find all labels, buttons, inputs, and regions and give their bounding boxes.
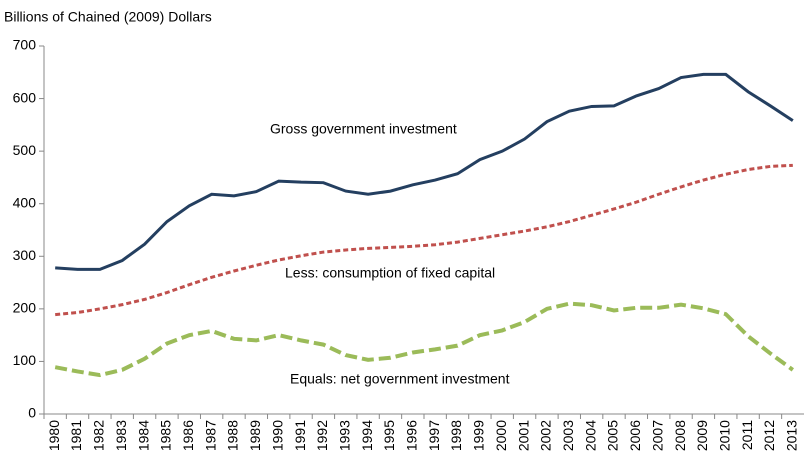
y-axis-label: Billions of Chained (2009) Dollars xyxy=(4,9,212,25)
series-line xyxy=(55,72,794,271)
x-tick-label: 1992 xyxy=(314,420,330,451)
x-tick-label: 1996 xyxy=(404,420,420,451)
series-label: Gross government investment xyxy=(270,121,457,137)
y-tick-label: 600 xyxy=(13,89,37,105)
x-tick-label: 2001 xyxy=(515,420,531,451)
x-tick-label: 1995 xyxy=(381,420,397,451)
x-tick-label: 1988 xyxy=(225,420,241,451)
x-tick-label: 2000 xyxy=(493,420,509,451)
x-tick-label: 1980 xyxy=(46,420,62,451)
x-tick-label: 2012 xyxy=(761,420,777,451)
y-tick-label: 700 xyxy=(13,37,37,53)
x-tick-label: 2002 xyxy=(538,420,554,451)
x-tick-label: 2010 xyxy=(716,420,732,451)
x-tick-label: 2004 xyxy=(582,420,598,451)
y-tick-label: 0 xyxy=(28,405,36,421)
x-tick-label: 1990 xyxy=(269,420,285,451)
x-tick-label: 1982 xyxy=(91,420,107,451)
x-tick-label: 1991 xyxy=(292,420,308,451)
y-tick-label: 100 xyxy=(13,352,37,368)
x-tick-label: 2009 xyxy=(694,420,710,451)
y-tick-label: 200 xyxy=(13,300,37,316)
x-tick-label: 1983 xyxy=(113,420,129,451)
y-tick-label: 500 xyxy=(13,142,37,158)
x-tick-label: 2005 xyxy=(605,420,621,451)
x-tick-label: 2006 xyxy=(627,420,643,451)
x-tick-label: 2007 xyxy=(649,420,665,451)
x-tick-label: 1999 xyxy=(471,420,487,451)
series-label: Less: consumption of fixed capital xyxy=(285,265,495,281)
x-tick-label: 1981 xyxy=(68,420,84,451)
x-tick-label: 1985 xyxy=(158,420,174,451)
y-tick-label: 400 xyxy=(13,194,37,210)
x-tick-label: 1984 xyxy=(135,420,151,451)
x-tick-label: 2003 xyxy=(560,420,576,451)
x-tick-label: 1998 xyxy=(448,420,464,451)
x-tick-label: 2008 xyxy=(672,420,688,451)
x-tick-label: 1993 xyxy=(336,420,352,451)
x-tick-label: 1997 xyxy=(426,420,442,451)
series-label: Equals: net government investment xyxy=(290,371,510,387)
x-tick-label: 2013 xyxy=(784,420,800,451)
x-tick-label: 1987 xyxy=(202,420,218,451)
series-line xyxy=(55,163,793,317)
x-tick-label: 2011 xyxy=(739,420,755,450)
x-tick-label: 1994 xyxy=(359,420,375,451)
x-tick-label: 1989 xyxy=(247,420,263,451)
x-tick-label: 1986 xyxy=(180,420,196,451)
y-tick-label: 300 xyxy=(13,247,37,263)
series-line xyxy=(54,301,795,378)
